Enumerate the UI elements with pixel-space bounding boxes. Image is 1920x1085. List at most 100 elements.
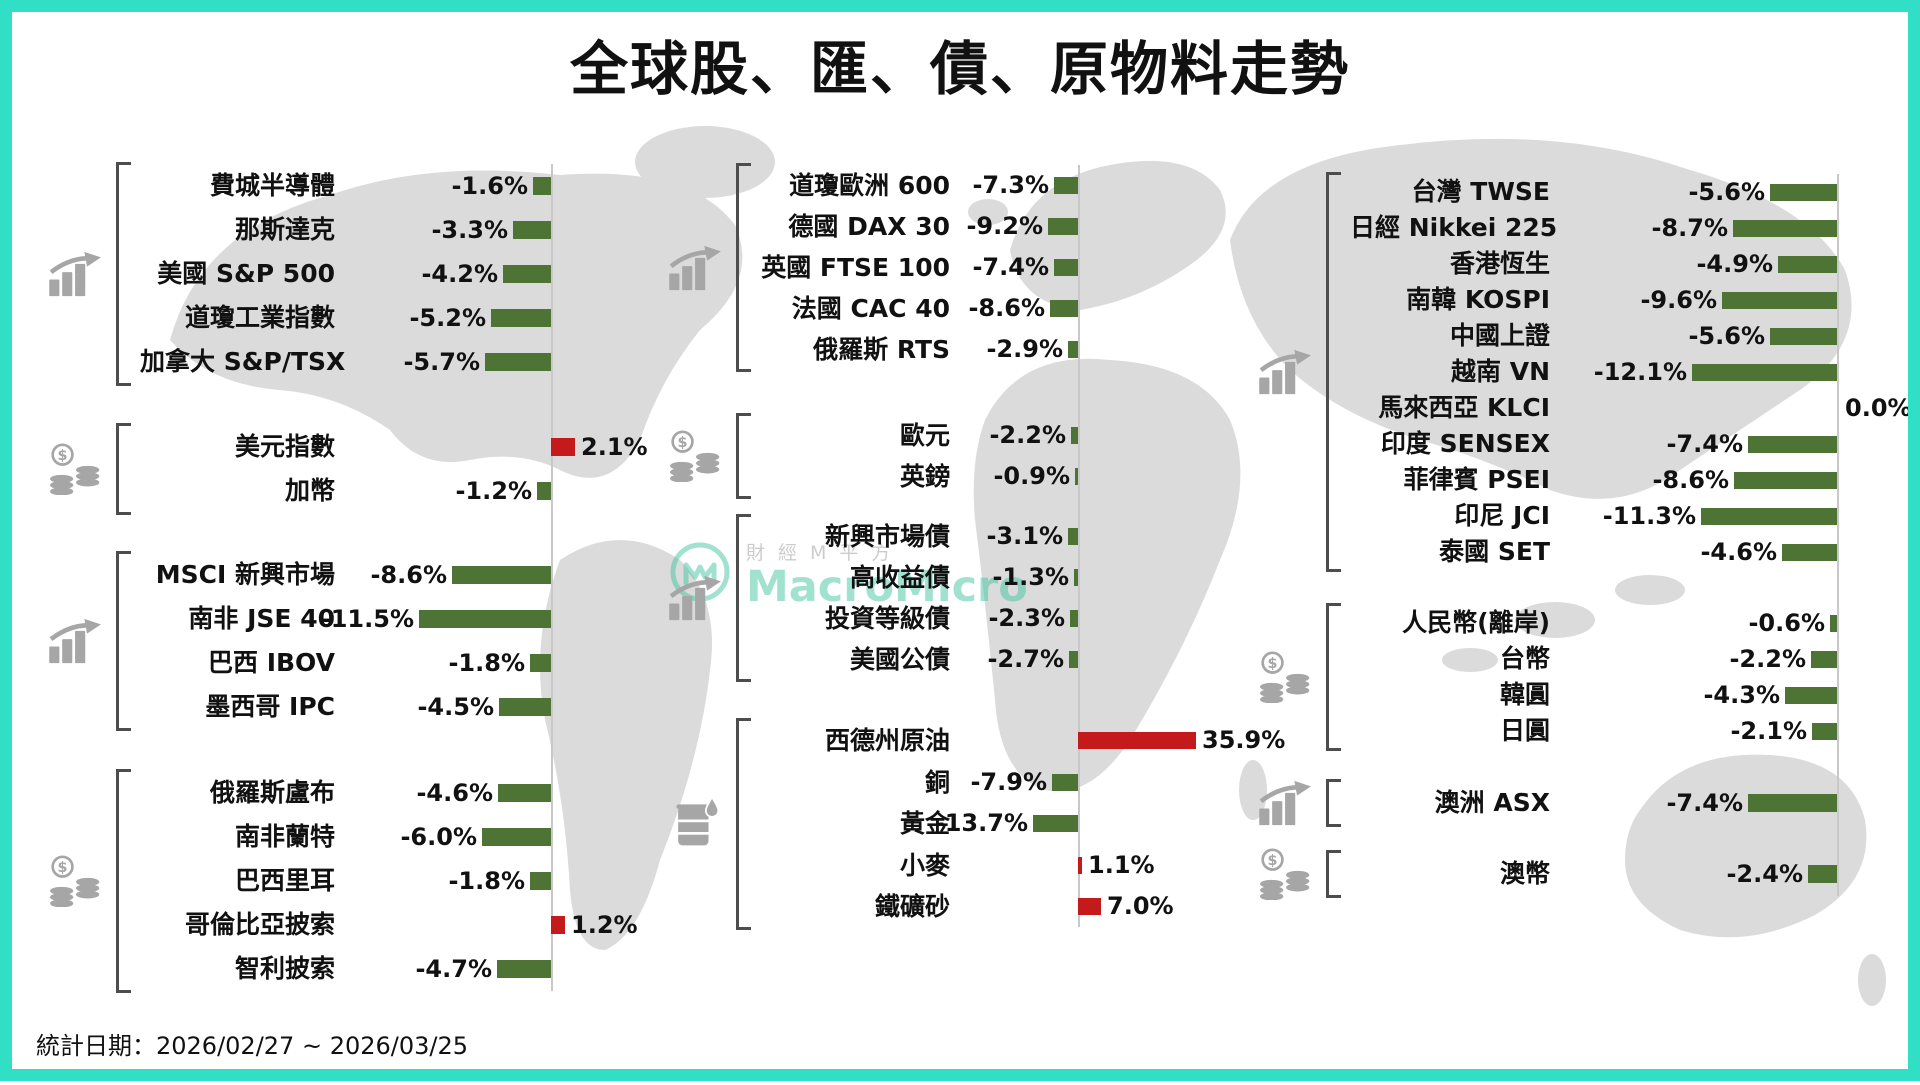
chart-row: 日經 Nikkei 225 -8.7% [1350,210,1910,246]
row-value: -2.2% [1729,645,1806,673]
bar-negative [533,177,551,195]
row-label: 越南 VN [1451,357,1550,386]
chart-row: 新興市場債 -3.1% [760,516,1300,557]
chart-row: MSCI 新興市場 -8.6% [140,553,760,597]
chart-row: 人民幣(離岸) -0.6% [1350,605,1910,641]
bar-positive [551,916,565,934]
row-value: -2.9% [986,335,1063,363]
chart-row: 投資等級債 -2.3% [760,598,1300,639]
row-label: 巴西 IBOV [208,648,335,677]
chart-icon [44,250,108,298]
row-value: -3.1% [986,522,1063,550]
row-label: 墨西哥 IPC [205,692,335,721]
bar-negative [1068,528,1078,545]
chart-icon [1254,779,1318,827]
row-value: -4.6% [1700,538,1777,566]
row-label: 西德州原油 [824,726,950,755]
row-value: -7.4% [972,253,1049,281]
row-label: 費城半導體 [209,171,335,200]
row-label: 台幣 [1499,644,1550,673]
row-value: -7.4% [1666,789,1743,817]
row-value: -4.9% [1696,250,1773,278]
row-label: 高收益債 [849,563,950,592]
bar-negative [1811,650,1837,668]
chart-group-middle-3: 新興市場債 -3.1% 高收益債 -1.3% 投資等級債 -2.3% 美國公債 -2.7% [669,514,1300,682]
row-value: -13.7% [934,809,1028,837]
chart-group-left-4: $ 俄羅斯盧布 -4.6% 南非蘭特 -6.0% 巴西里耳 -1.8% 哥倫比亞披索 1.2% 智… [50,769,760,993]
row-value: 1.2% [571,911,638,939]
row-label: 南非蘭特 [234,822,335,851]
bar-negative [1074,569,1078,586]
chart-row: 黃金 -13.7% [760,803,1300,845]
row-label: 那斯達克 [234,215,335,244]
row-label: 美國公債 [849,645,950,674]
chart-row: 英鎊 -0.9% [760,456,1300,497]
bar-negative [1830,614,1837,632]
row-label: 香港恆生 [1449,249,1550,278]
group-bracket [1326,172,1341,572]
row-label: 台灣 TWSE [1411,177,1550,206]
bar-negative [1070,610,1078,627]
row-label: 美元指數 [234,432,335,461]
chart-icon [44,617,108,665]
macromicro-watermark: 財經M平方 MacroMicro [668,538,1028,610]
bar-negative [1778,255,1837,273]
chart-row: 道瓊歐洲 600 -7.3% [760,165,1300,206]
bar-negative [1033,815,1078,833]
row-value: -4.7% [415,955,492,983]
bar-negative [1050,300,1078,317]
chart-row: 馬來西亞 KLCI 0.0% [1350,390,1911,426]
row-value: -4.6% [416,779,493,807]
value-axis-line [551,164,553,991]
row-label: 中國上證 [1449,321,1550,350]
row-label: 南非 JSE 40 [188,604,335,633]
bar-negative [1068,341,1078,358]
bar-negative [482,828,551,846]
row-label: 美國 S&P 500 [157,259,335,288]
row-label: 道瓊歐洲 600 [789,171,950,200]
row-label: 印尼 JCI [1454,501,1550,530]
chart-row: 菲律賓 PSEI -8.6% [1350,462,1910,498]
coins-icon: $ [1254,848,1318,900]
row-value: -5.2% [409,304,486,332]
bar-positive [1078,856,1082,874]
row-value: -9.6% [1640,286,1717,314]
chart-group-middle-4: 西德州原油 35.9% 銅 -7.9% 黃金 -13.7% 小麥 1.1% 鐵礦砂 7.0% [676,718,1300,930]
row-value: -8.6% [1652,466,1729,494]
row-value: -2.7% [987,645,1064,673]
chart-group-left-3: MSCI 新興市場 -8.6% 南非 JSE 40 -11.5% 巴西 IBOV -1.8… [49,551,760,731]
row-value: -2.1% [1730,717,1807,745]
bar-negative [1701,507,1837,525]
chart-row: 美元指數 2.1% [140,425,760,469]
chart-row: 香港恆生 -4.9% [1350,246,1910,282]
bar-negative [1054,259,1078,276]
group-bracket [116,551,131,731]
svg-text:$: $ [1268,656,1278,672]
row-value: -11.3% [1602,502,1696,530]
row-label: 韓圓 [1499,680,1550,709]
row-value: -8.7% [1651,214,1728,242]
group-bracket [736,514,751,682]
bar-negative [498,784,551,802]
chart-row: 加拿大 S&P/TSX -5.7% [140,340,760,384]
row-label: 鐵礦砂 [874,892,950,921]
bar-negative [1748,794,1837,812]
row-value: -1.8% [448,867,525,895]
row-label: 馬來西亞 KLCI [1378,393,1550,422]
row-value: -1.8% [448,649,525,677]
row-value: -7.3% [972,171,1049,199]
row-value: -1.2% [455,477,532,505]
row-label: 黃金 [899,809,950,838]
row-value: -3.3% [431,216,508,244]
group-bracket [736,718,751,930]
chart-group-middle-1: 道瓊歐洲 600 -7.3% 德國 DAX 30 -9.2% 英國 FTSE 100 -7… [669,163,1300,372]
row-value: -1.6% [451,172,528,200]
row-label: 澳幣 [1499,859,1550,888]
coins-icon: $ [1254,651,1318,703]
chart-row: 墨西哥 IPC -4.5% [140,685,760,729]
group-bracket [1326,779,1341,827]
bar-negative [1782,543,1837,561]
bar-negative [537,482,551,500]
chart-row: 印尼 JCI -11.3% [1350,498,1910,534]
